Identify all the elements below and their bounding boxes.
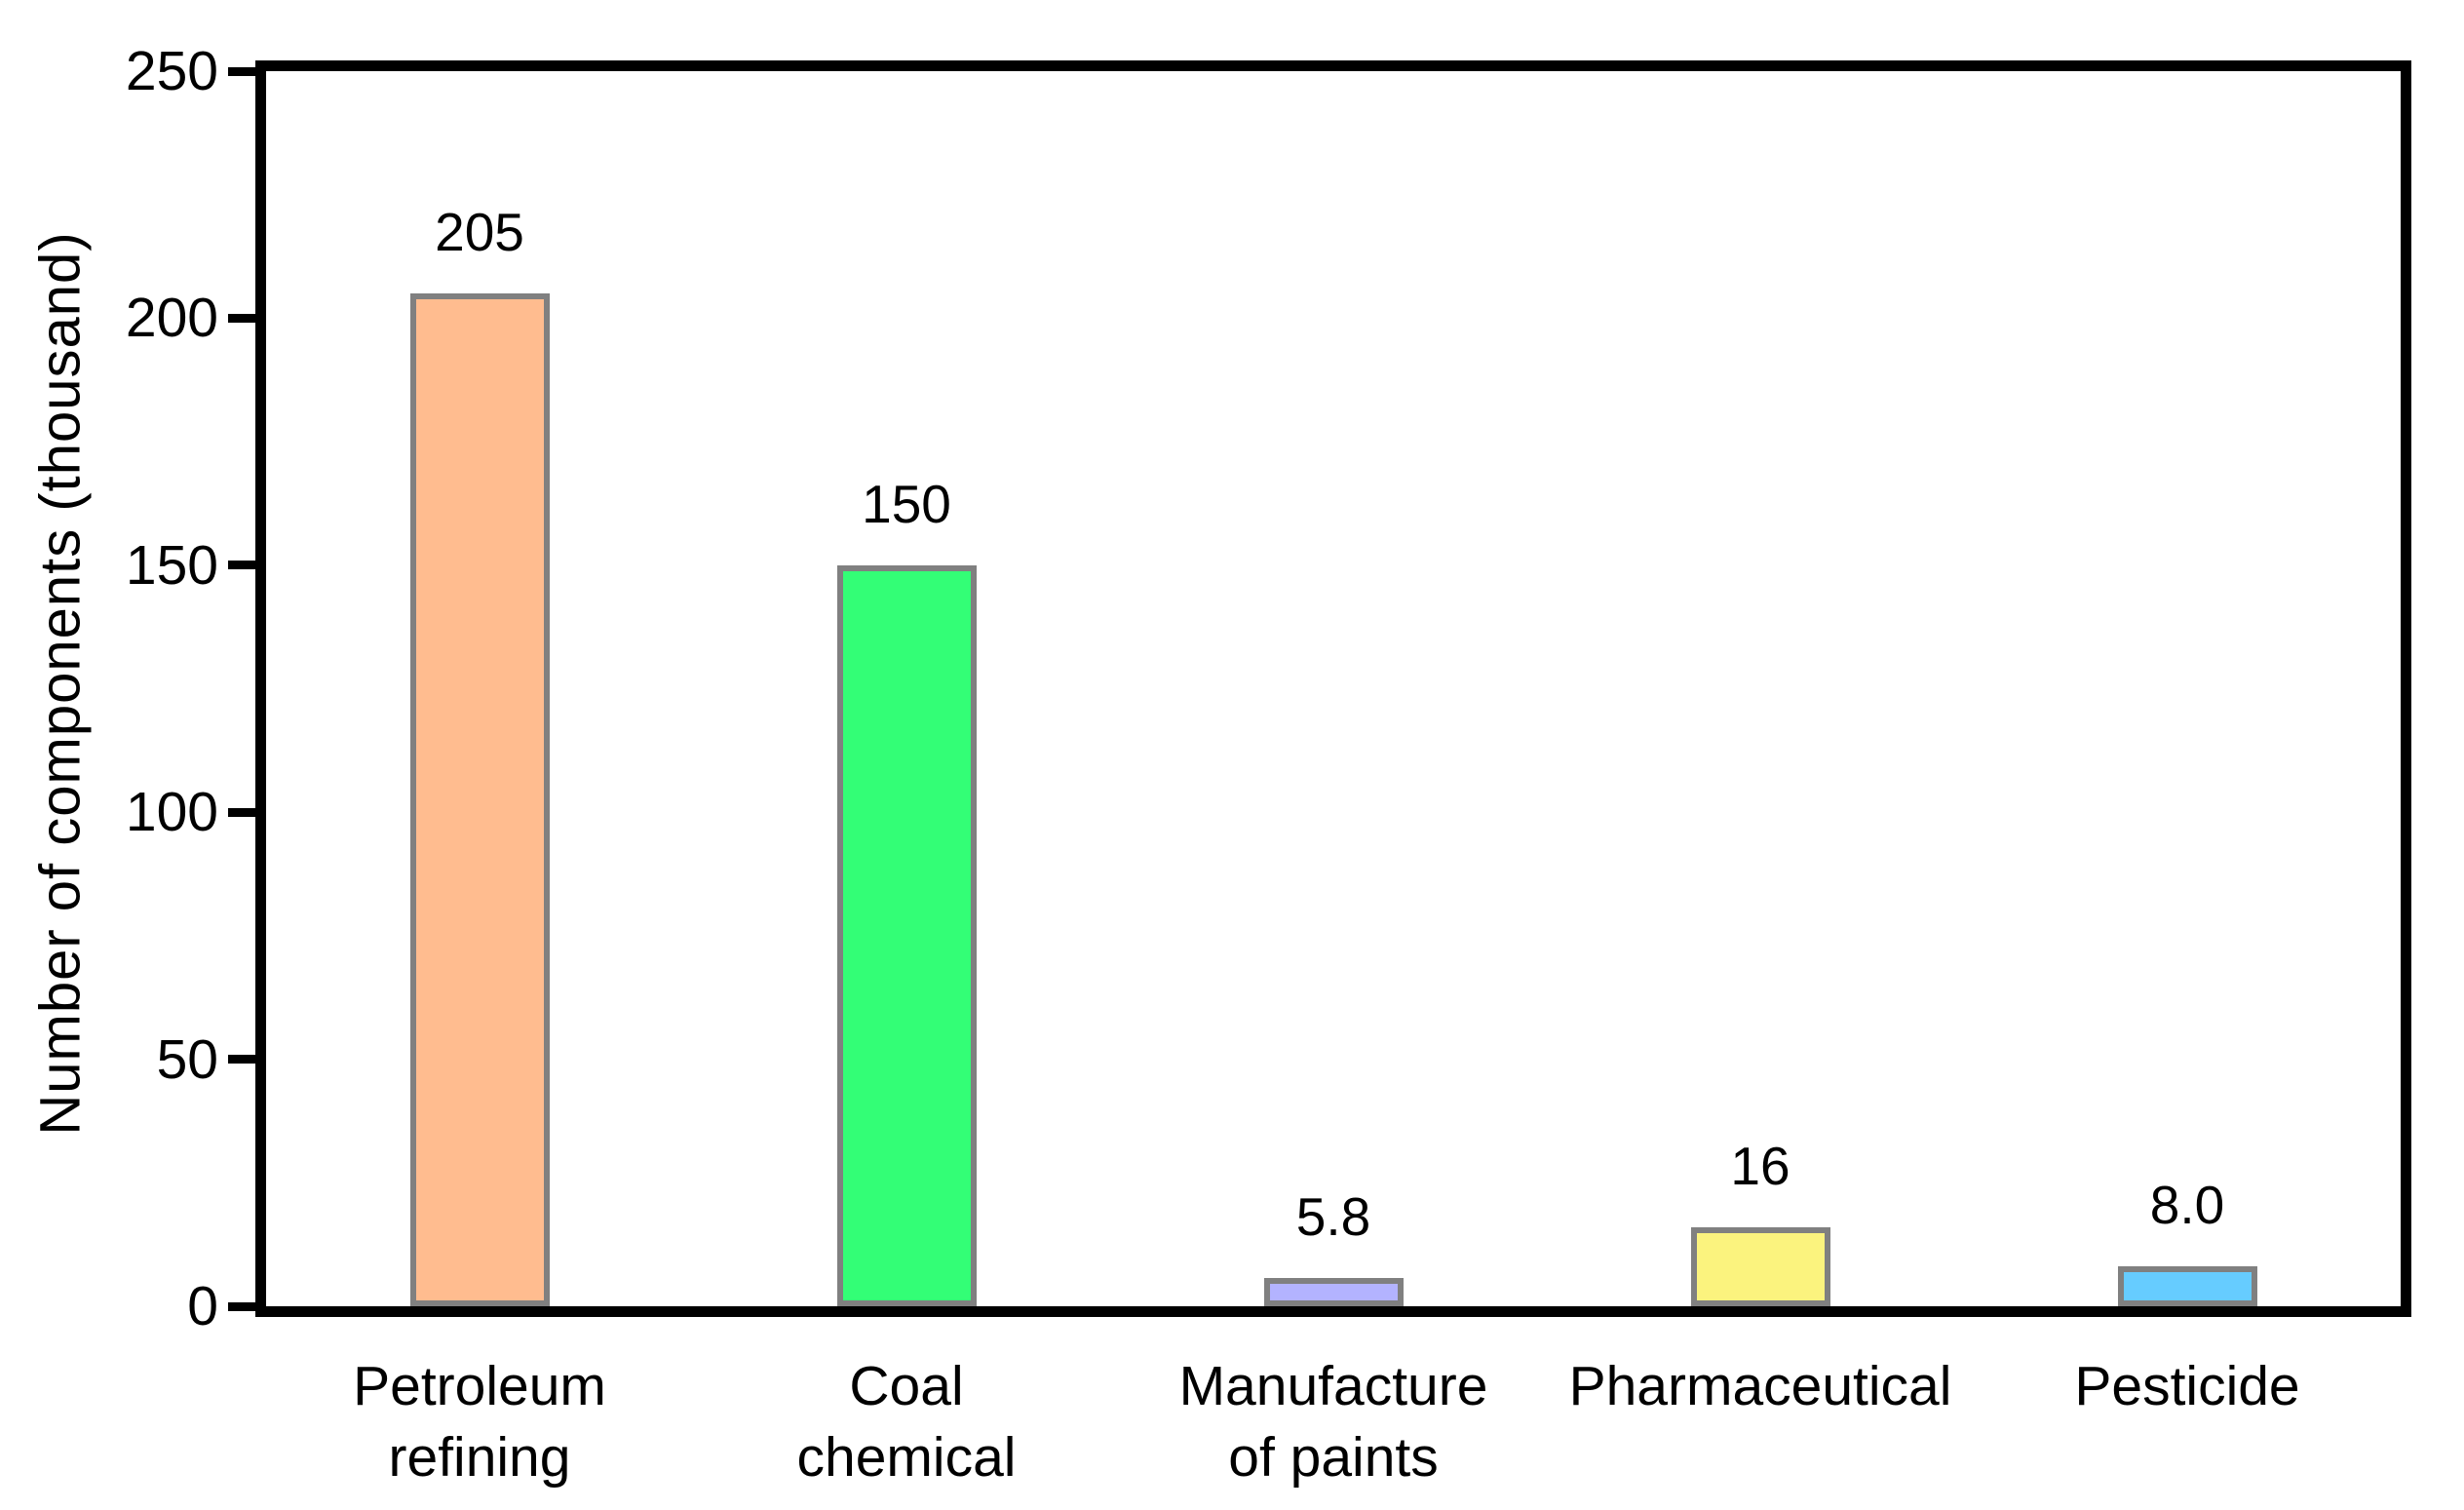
bar-value-label: 5.8 — [1295, 1185, 1371, 1247]
x-category-label: Petroleum refining — [353, 1355, 606, 1489]
bar-value-label: 16 — [1730, 1135, 1790, 1196]
bar-value-label: 150 — [862, 473, 951, 534]
y-tick-label: 0 — [187, 1275, 218, 1337]
y-tick-label: 250 — [125, 40, 218, 102]
x-category-label: Pesticide — [2074, 1355, 2300, 1417]
y-tick — [228, 561, 255, 570]
y-tick-label: 200 — [125, 287, 218, 350]
y-tick-label: 100 — [125, 781, 218, 844]
bar — [409, 293, 550, 1306]
y-tick — [228, 66, 255, 76]
x-category-label: Coal chemical — [796, 1355, 1017, 1489]
y-tick-label: 50 — [156, 1027, 218, 1091]
y-tick — [228, 313, 255, 323]
x-category-label: Manufacture of paints — [1178, 1355, 1488, 1489]
bar-value-label: 8.0 — [2149, 1175, 2225, 1236]
bar — [836, 564, 977, 1306]
y-tick — [228, 1301, 255, 1311]
bar — [1263, 1277, 1404, 1306]
bar — [2117, 1266, 2257, 1306]
bar — [1690, 1226, 1830, 1306]
x-category-label: Pharmaceutical — [1568, 1355, 1952, 1417]
bar-value-label: 205 — [435, 202, 524, 263]
y-tick-label: 150 — [125, 533, 218, 597]
y-tick — [228, 1055, 255, 1065]
y-tick — [228, 807, 255, 817]
y-axis-title: Number of components (thousand) — [28, 231, 93, 1136]
plot-area — [255, 60, 2411, 1317]
